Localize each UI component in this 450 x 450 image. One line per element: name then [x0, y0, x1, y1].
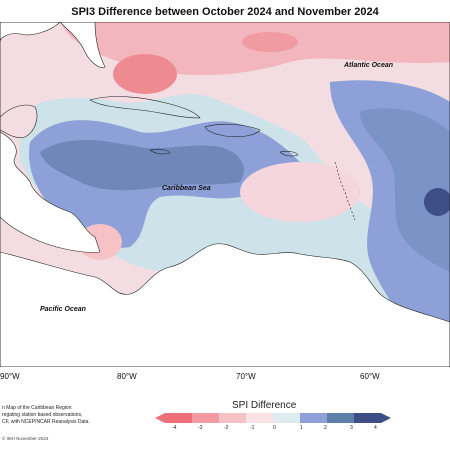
central-america-land	[0, 131, 101, 253]
negative-zone-central	[240, 162, 360, 222]
colorbar-arrow-right	[381, 413, 391, 423]
south-america-land	[0, 243, 450, 367]
lon-tick-90w: 90°W	[0, 372, 20, 381]
spi-difference-map	[0, 22, 450, 367]
legend-tick: -4	[172, 425, 177, 431]
hispaniola-outline	[204, 123, 261, 138]
jamaica-outline	[149, 148, 171, 155]
strong-negative-bahamas	[113, 54, 177, 94]
credit-text: © IMH November-2024	[2, 436, 49, 441]
legend-title: SPI Difference	[232, 400, 297, 411]
legend-tick: 4	[374, 425, 377, 431]
lon-tick-80w: 80°W	[117, 372, 137, 381]
map-note-line-2: regating station based observations,	[2, 412, 83, 418]
very-strong-positive	[424, 188, 450, 216]
label-caribbean-sea: Caribbean Sea	[162, 185, 211, 192]
negative-zone-atlantic	[242, 32, 298, 52]
map-title: SPI3 Difference between October 2024 and…	[71, 6, 379, 18]
lon-tick-60w: 60°W	[360, 372, 380, 381]
label-pacific-ocean: Pacific Ocean	[40, 306, 86, 313]
yucatan-land	[0, 104, 38, 138]
strong-positive-atlantic	[360, 108, 450, 272]
gulf-coast-land	[0, 22, 61, 43]
lesser-antilles-outline	[334, 161, 356, 221]
map-note-line-1: n Map of the Caribbean Region	[2, 405, 72, 411]
color-bar	[155, 413, 391, 423]
legend-tick: -2	[224, 425, 229, 431]
legend-tick: 0	[273, 425, 276, 431]
lon-tick-70w: 70°W	[236, 372, 256, 381]
legend-tick: -3	[198, 425, 203, 431]
colorbar-arrow-left	[155, 413, 165, 423]
legend-tick: 3	[350, 425, 353, 431]
strong-positive-caribbean	[40, 140, 244, 191]
legend-tick: 1	[300, 425, 303, 431]
legend-tick: 2	[324, 425, 327, 431]
puerto-rico-outline	[279, 150, 299, 157]
map-note-line-3: CF, with NCEP/NCAR Reanalysis Data.	[2, 419, 90, 425]
label-atlantic-ocean: Atlantic Ocean	[344, 62, 394, 69]
legend-tick: -1	[250, 425, 255, 431]
cuba-outline	[89, 96, 201, 119]
florida-land	[59, 22, 106, 68]
